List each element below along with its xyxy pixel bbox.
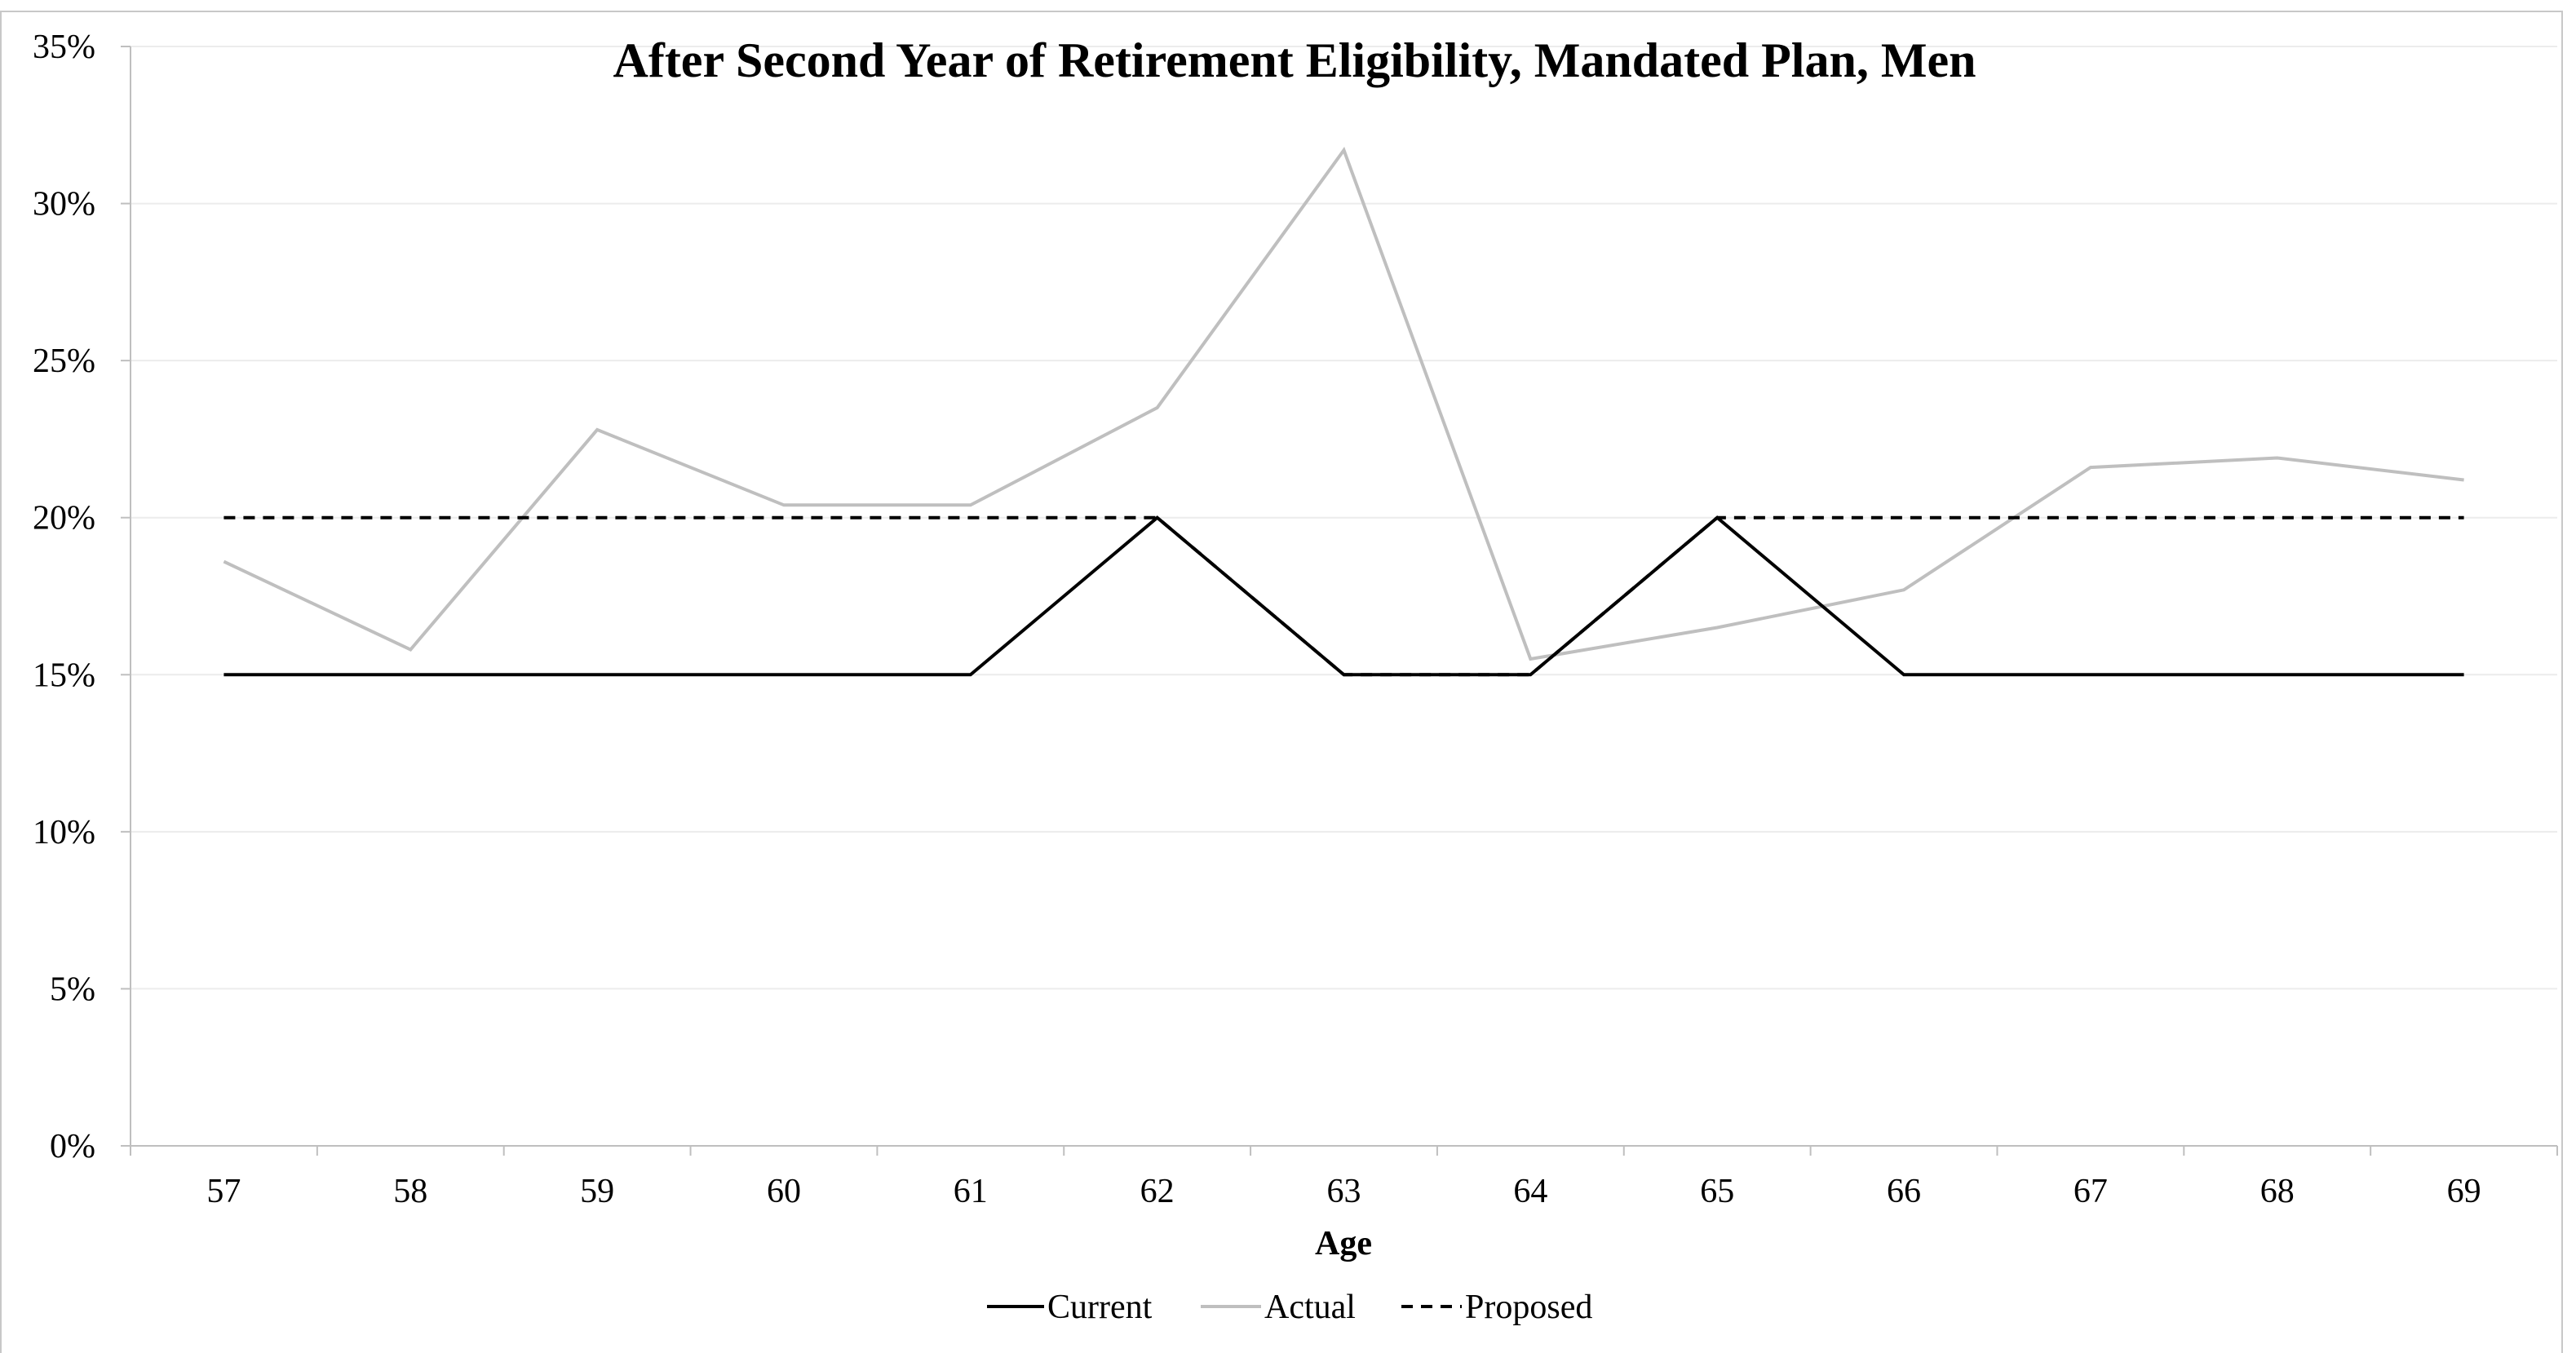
x-tick-label: 57 xyxy=(206,1173,241,1210)
y-tick-label: 0% xyxy=(50,1128,95,1165)
x-tick-label: 68 xyxy=(2260,1173,2295,1210)
series-line-proposed xyxy=(224,515,2464,677)
legend-label-current: Current xyxy=(1047,1289,1153,1326)
x-tick-label: 67 xyxy=(2074,1173,2108,1210)
chart-border xyxy=(0,11,2563,1353)
y-tick-label: 35% xyxy=(33,29,95,66)
y-tick-label: 10% xyxy=(33,814,95,851)
y-tick-label: 30% xyxy=(33,186,95,223)
x-tick-label: 62 xyxy=(1140,1173,1175,1210)
axes: 0% 5% 10% 15% 20% 25% 30% 35% 57 58 59 60 61 62 63 64 65… xyxy=(33,29,2558,1210)
plot-area xyxy=(223,146,2464,677)
y-tick-label: 25% xyxy=(33,343,95,380)
x-tick-label: 65 xyxy=(1700,1173,1734,1210)
y-tick-label: 20% xyxy=(33,500,95,537)
legend-label-proposed: Proposed xyxy=(1465,1289,1592,1326)
chart-title: After Second Year of Retirement Eligibil… xyxy=(613,33,1976,87)
x-tick-label: 63 xyxy=(1327,1173,1361,1210)
x-tick-label: 66 xyxy=(1887,1173,1921,1210)
legend-label-actual: Actual xyxy=(1264,1289,1356,1326)
legend: Current Actual Proposed xyxy=(987,1289,1592,1326)
series-line-actual xyxy=(223,146,2464,661)
x-tick-label: 61 xyxy=(954,1173,988,1210)
y-tick-label: 15% xyxy=(33,657,95,694)
y-tick-label: 5% xyxy=(50,971,95,1008)
x-tick-label: 60 xyxy=(767,1173,801,1210)
x-axis-title: Age xyxy=(1315,1225,1372,1262)
x-tick-label: 58 xyxy=(393,1173,427,1210)
x-tick-label: 69 xyxy=(2447,1173,2481,1210)
x-tick-label: 64 xyxy=(1513,1173,1547,1210)
series-line-current xyxy=(224,515,2464,677)
x-tick-label: 59 xyxy=(580,1173,614,1210)
